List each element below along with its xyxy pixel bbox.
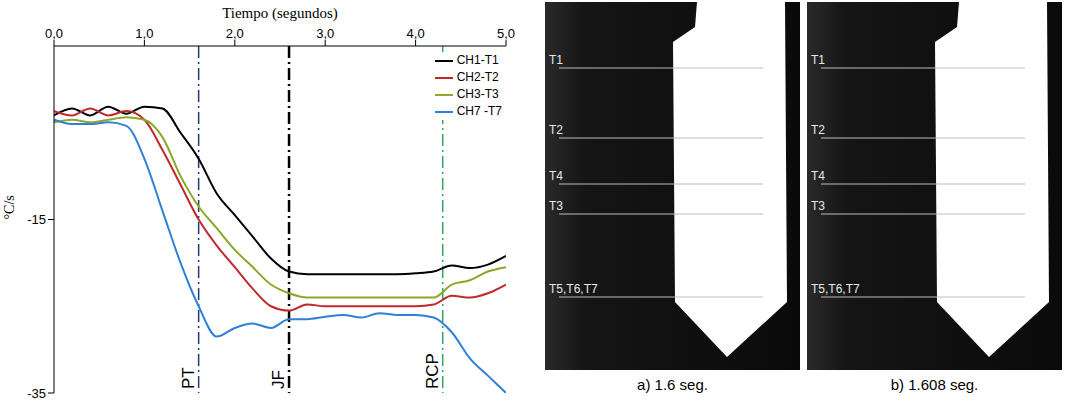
svg-text:Tiempo (segundos): Tiempo (segundos) xyxy=(222,5,338,22)
svg-text:PT: PT xyxy=(179,367,198,389)
svg-text:T3: T3 xyxy=(811,199,825,213)
svg-text:T3: T3 xyxy=(549,199,563,213)
svg-text:2,0: 2,0 xyxy=(226,26,244,41)
svg-text:5,0: 5,0 xyxy=(497,26,515,41)
html-text:CH2-T2: CH2-T2 xyxy=(456,70,499,84)
svg-text:-15: -15 xyxy=(27,212,46,227)
html-text:a) 1.6 seg.: a) 1.6 seg. xyxy=(637,376,708,393)
svg-text:RCP: RCP xyxy=(423,353,442,389)
svg-text:T1: T1 xyxy=(549,53,563,67)
svg-text:4,0: 4,0 xyxy=(407,26,425,41)
svg-text:°C/s: °C/s xyxy=(2,195,17,219)
svg-text:1,0: 1,0 xyxy=(135,26,153,41)
svg-text:3,0: 3,0 xyxy=(316,26,334,41)
svg-text:T4: T4 xyxy=(549,169,563,183)
svg-text:T2: T2 xyxy=(549,123,563,137)
svg-text:JF: JF xyxy=(269,370,288,389)
svg-text:T2: T2 xyxy=(811,123,825,137)
svg-text:T5,T6,T7: T5,T6,T7 xyxy=(549,282,598,296)
svg-text:0,0: 0,0 xyxy=(45,26,63,41)
svg-text:-35: -35 xyxy=(27,386,46,401)
html-text:CH3-T3: CH3-T3 xyxy=(456,87,499,101)
svg-text:T1: T1 xyxy=(811,53,825,67)
svg-text:T5,T6,T7: T5,T6,T7 xyxy=(811,282,860,296)
html-text:CH7 -T7: CH7 -T7 xyxy=(456,104,502,118)
html-text:b) 1.608 seg.: b) 1.608 seg. xyxy=(890,376,979,393)
html-text:CH1-T1: CH1-T1 xyxy=(456,53,499,67)
svg-text:T4: T4 xyxy=(811,169,825,183)
